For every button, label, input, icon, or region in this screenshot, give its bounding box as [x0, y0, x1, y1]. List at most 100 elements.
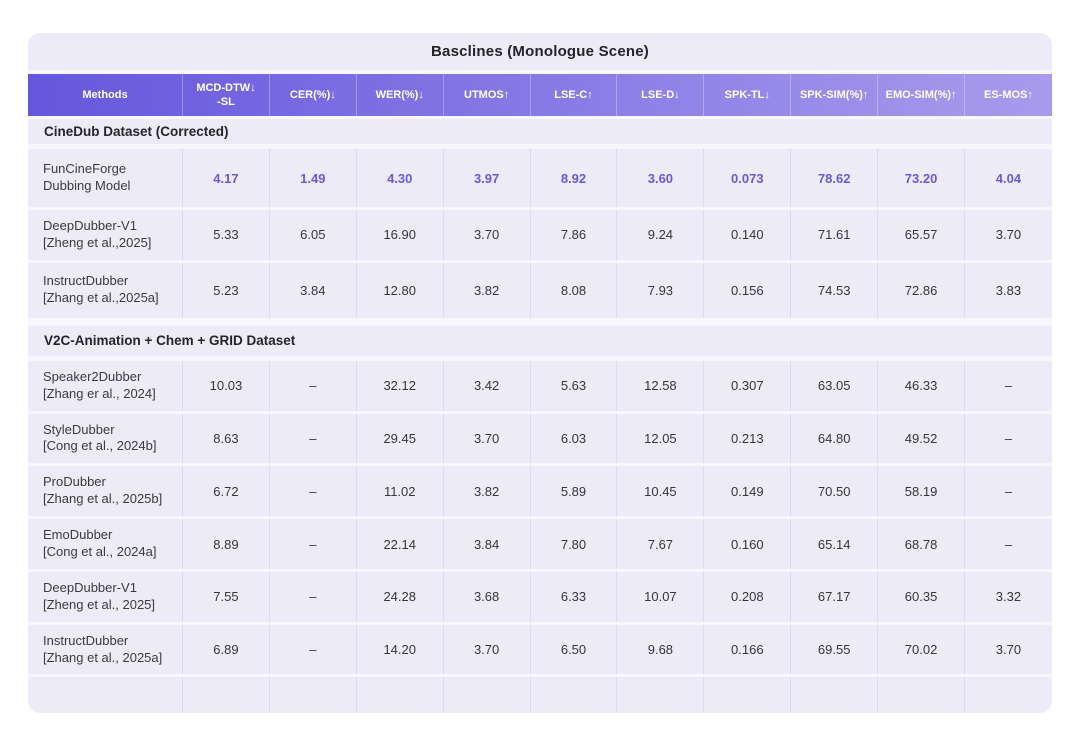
value-cell-mcd: 8.63 [183, 413, 270, 464]
method-name: ProDubber [43, 474, 106, 490]
value-cell-spk-tl: 0.307 [704, 360, 792, 411]
spacer-cell [878, 677, 966, 713]
value-cell-lse-c: 6.33 [531, 571, 618, 622]
value-cell-spk-sim: 74.53 [791, 262, 879, 318]
value-cell-mcd: 5.33 [183, 210, 270, 260]
value-cell-mcd: 5.23 [183, 262, 270, 318]
table-row-instructdubber: InstructDubber [Zhang et al.,2025a] 5.23… [28, 262, 1052, 321]
value-cell-emo-sim: 73.20 [878, 149, 966, 207]
value-cell-utmos: 3.82 [444, 262, 531, 318]
value-cell-wer: 11.02 [357, 466, 444, 517]
value-cell-lse-d: 9.68 [617, 624, 705, 675]
value-cell-mcd: 7.55 [183, 571, 270, 622]
spacer-cell [444, 677, 531, 713]
method-cell: DeepDubber-V1 [Zheng et al., 2025] [28, 571, 183, 622]
value-cell-es-mos: – [1004, 430, 1013, 446]
method-name: InstructDubber [43, 632, 129, 648]
method-cell: DeepDubber-V1 [Zheng et al.,2025] [28, 210, 183, 260]
method-citation: [Zheng et al., 2025] [43, 596, 156, 612]
value-cell-lse-c: 8.92 [531, 149, 618, 207]
spacer-cell [617, 677, 705, 713]
table-row-produbber: ProDubber [Zhang et al., 2025b] 6.72 – 1… [28, 466, 1052, 520]
value-cell-cer: 1.49 [270, 149, 357, 207]
column-header-label: Methods [82, 88, 128, 101]
value-cell-wer: 14.20 [357, 624, 444, 675]
spacer-cell [270, 677, 357, 713]
column-header-wer: WER(%)↓ [357, 74, 444, 116]
value-cell-emo-sim: 65.57 [878, 210, 966, 260]
value-cell-utmos: 3.97 [444, 149, 531, 207]
value-cell-spk-tl: 0.156 [704, 262, 792, 318]
value-cell-spk-sim: 67.17 [791, 571, 879, 622]
column-header-spk-tl: SPK-TL↓ [704, 74, 792, 116]
method-citation: [Cong et al., 2024b] [43, 438, 157, 454]
column-header-lse-c: LSE-C↑ [531, 74, 618, 116]
value-cell-lse-c: 5.63 [531, 360, 618, 411]
value-cell-spk-tl: 0.213 [704, 413, 792, 464]
value-cell-spk-tl: 0.208 [704, 571, 792, 622]
value-cell-wer: 12.80 [357, 262, 444, 318]
method-cell: Speaker2Dubber [Zhang er al., 2024] [28, 360, 183, 411]
value-cell-cer: – [270, 466, 357, 517]
table-header-row: Methods MCD-DTW↓ -SL CER(%)↓ WER(%)↓ UTMO… [28, 74, 1052, 119]
value-cell-emo-sim: 72.86 [878, 262, 966, 318]
table-row-emodubber: EmoDubber [Cong et al., 2024a] 8.89 – 22… [28, 519, 1052, 572]
value-cell-lse-c: 6.03 [531, 413, 618, 464]
spacer-cell [531, 677, 618, 713]
method-name: FunCineForge [43, 161, 127, 177]
value-cell-cer: – [270, 624, 357, 675]
table-row-speaker2dubber: Speaker2Dubber [Zhang er al., 2024] 10.0… [28, 360, 1052, 414]
value-cell-utmos: 3.70 [444, 624, 531, 675]
table-row-funcineforge: FunCineForge Dubbing Model 4.17 1.49 4.3… [28, 149, 1052, 210]
value-cell-wer: 24.28 [357, 571, 444, 622]
value-cell-es-mos: 4.04 [995, 170, 1022, 186]
value-cell-emo-sim: 60.35 [878, 571, 966, 622]
value-cell-lse-d: 12.05 [617, 413, 705, 464]
value-cell-wer: 32.12 [357, 360, 444, 411]
value-cell-mcd: 6.72 [183, 466, 270, 517]
value-cell-spk-tl: 0.149 [704, 466, 792, 517]
value-cell-lse-c: 8.08 [531, 262, 618, 318]
method-citation: [Zhang er al., 2024] [43, 385, 156, 401]
value-cell-lse-c: 7.86 [531, 210, 618, 260]
method-cell: ProDubber [Zhang et al., 2025b] [28, 466, 183, 517]
baselines-table-card: Basclines (Monologue Scene) Methods MCD-… [28, 33, 1052, 713]
value-cell-lse-d: 12.58 [617, 360, 705, 411]
spacer-cell [183, 677, 270, 713]
value-cell-es-mos: 3.70 [995, 642, 1022, 658]
column-header-methods: Methods [28, 74, 183, 116]
column-header-utmos: UTMOS↑ [444, 74, 531, 116]
column-header-emo-sim: EMO-SIM(%)↑ [878, 74, 966, 116]
method-citation: [Zheng et al.,2025] [43, 234, 152, 250]
spacer-cell [704, 677, 792, 713]
method-cell: InstructDubber [Zhang et al.,2025a] [28, 262, 183, 318]
column-header-label: WER(%)↓ [375, 88, 424, 101]
column-header-label: LSE-C↑ [554, 88, 593, 101]
method-citation: [Zhang et al.,2025a] [43, 290, 159, 306]
value-cell-wer: 22.14 [357, 519, 444, 569]
method-citation: Dubbing Model [43, 178, 131, 193]
section-heading-cinedub: CineDub Dataset (Corrected) [28, 119, 1052, 149]
value-cell-wer: 29.45 [357, 413, 444, 464]
value-cell-lse-d: 10.07 [617, 571, 705, 622]
value-cell-mcd: 6.89 [183, 624, 270, 675]
value-cell-spk-sim: 63.05 [791, 360, 879, 411]
value-cell-es-mos: 3.83 [995, 282, 1022, 298]
value-cell-es-mos: 3.70 [995, 227, 1022, 243]
value-cell-emo-sim: 46.33 [878, 360, 966, 411]
column-header-label: LSE-D↓ [641, 88, 680, 101]
value-cell-utmos: 3.68 [444, 571, 531, 622]
value-cell-spk-sim: 78.62 [791, 149, 879, 207]
value-cell-emo-sim: 68.78 [878, 519, 966, 569]
value-cell-lse-c: 5.89 [531, 466, 618, 517]
column-header-spk-sim: SPK-SIM(%)↑ [791, 74, 879, 116]
column-header-label: SPK-SIM(%)↑ [799, 88, 869, 101]
table-title: Basclines (Monologue Scene) [28, 33, 1052, 74]
method-cell: FunCineForge Dubbing Model [28, 149, 183, 207]
method-name: DeepDubber-V1 [43, 218, 137, 233]
method-name: StyleDubber [43, 421, 115, 437]
column-header-label: MCD-DTW↓ [196, 81, 256, 94]
table-bottom-spacer [28, 677, 1052, 713]
column-header-label: ES-MOS↑ [984, 88, 1033, 101]
value-cell-cer: – [270, 360, 357, 411]
